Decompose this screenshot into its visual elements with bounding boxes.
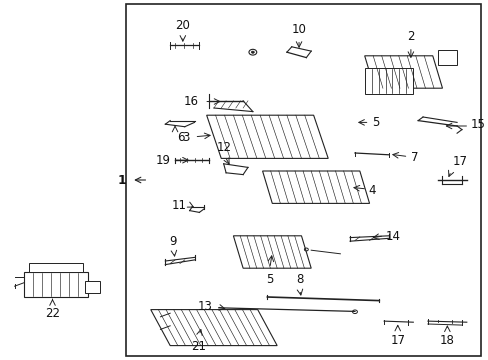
PathPatch shape — [150, 310, 277, 346]
Text: 12: 12 — [216, 141, 231, 154]
Text: 8: 8 — [296, 273, 303, 286]
Text: 13: 13 — [198, 300, 213, 313]
Text: 5: 5 — [371, 116, 379, 129]
PathPatch shape — [262, 171, 369, 203]
Text: 10: 10 — [291, 23, 306, 36]
Text: 6: 6 — [177, 131, 184, 144]
Text: 17: 17 — [389, 334, 405, 347]
Bar — [126, 4, 480, 356]
Text: 20: 20 — [175, 19, 190, 32]
Bar — [24, 272, 87, 297]
Text: 11: 11 — [171, 199, 186, 212]
Text: 1: 1 — [118, 174, 126, 186]
Text: 3: 3 — [182, 131, 189, 144]
Text: 19: 19 — [155, 154, 170, 167]
Text: 16: 16 — [183, 95, 198, 108]
Text: 7: 7 — [410, 151, 418, 164]
Text: 5: 5 — [265, 273, 273, 285]
Bar — [85, 281, 100, 293]
Text: 4: 4 — [368, 184, 375, 197]
Text: 18: 18 — [439, 334, 454, 347]
Text: 17: 17 — [451, 155, 466, 168]
PathPatch shape — [364, 56, 442, 88]
Text: 21: 21 — [190, 340, 205, 353]
Circle shape — [251, 51, 254, 53]
Text: 2: 2 — [407, 30, 414, 43]
Bar — [29, 263, 82, 272]
PathPatch shape — [233, 236, 310, 268]
Text: 22: 22 — [45, 307, 60, 320]
Text: 15: 15 — [470, 118, 485, 131]
PathPatch shape — [206, 115, 327, 158]
Text: 14: 14 — [385, 230, 400, 243]
Bar — [364, 68, 412, 94]
Text: 9: 9 — [169, 235, 177, 248]
Bar — [437, 50, 456, 65]
